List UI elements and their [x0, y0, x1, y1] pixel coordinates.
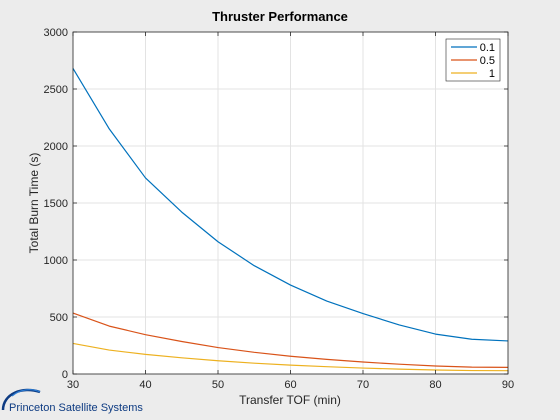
y-tick-label: 2000	[44, 141, 68, 153]
series-line-1	[72, 312, 509, 368]
y-tick-label: 3000	[44, 27, 68, 39]
chart-title: Thruster Performance	[212, 9, 348, 24]
y-tick-label: 500	[50, 312, 68, 324]
x-tick-label: 80	[429, 379, 441, 391]
x-axis-ticks: 30 40 50 60 70 80 90	[67, 32, 514, 391]
y-axis-label: Total Burn Time (s)	[27, 153, 41, 254]
y-tick-label: 1000	[44, 255, 68, 267]
x-tick-label: 40	[139, 379, 151, 391]
legend-label-0: 0.1	[480, 42, 495, 54]
logo-orbit-icon	[11, 389, 41, 397]
series-line-0	[72, 68, 509, 342]
x-tick-label: 90	[502, 379, 514, 391]
y-tick-label: 2500	[44, 84, 68, 96]
x-axis-label: Transfer TOF (min)	[239, 393, 341, 407]
x-tick-label: 50	[212, 379, 224, 391]
x-tick-label: 70	[357, 379, 369, 391]
y-tick-label: 0	[62, 369, 68, 381]
y-axis-ticks: 0 500 1000 1500 2000 2500 3000	[44, 27, 508, 381]
brand-logo: Princeton Satellite Systems	[1, 388, 143, 414]
legend-label-2: 1	[489, 68, 495, 80]
y-tick-label: 1500	[44, 198, 68, 210]
legend: 0.10.51	[445, 38, 501, 82]
x-tick-label: 60	[284, 379, 296, 391]
x-tick-label: 30	[67, 379, 79, 391]
legend-label-1: 0.5	[480, 55, 495, 67]
brand-text: Princeton Satellite Systems	[9, 402, 143, 414]
